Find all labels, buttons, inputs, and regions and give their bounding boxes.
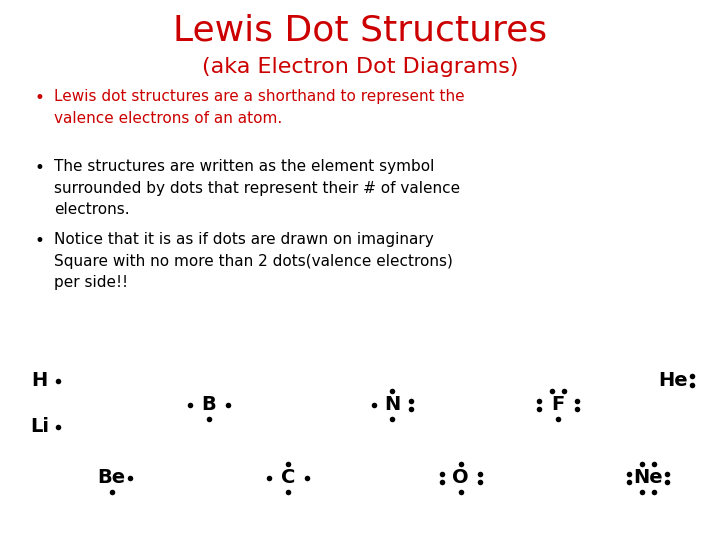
Text: Li: Li <box>30 417 49 436</box>
Text: F: F <box>552 395 564 415</box>
Text: Lewis dot structures are a shorthand to represent the
valence electrons of an at: Lewis dot structures are a shorthand to … <box>54 89 464 126</box>
Text: (aka Electron Dot Diagrams): (aka Electron Dot Diagrams) <box>202 57 518 77</box>
Text: Be: Be <box>97 468 126 488</box>
Text: •: • <box>35 232 45 250</box>
Text: H: H <box>32 371 48 390</box>
Text: Ne: Ne <box>633 468 663 488</box>
Text: O: O <box>452 468 469 488</box>
Text: Notice that it is as if dots are drawn on imaginary
Square with no more than 2 d: Notice that it is as if dots are drawn o… <box>54 232 453 291</box>
Text: N: N <box>384 395 400 415</box>
Text: B: B <box>202 395 216 415</box>
Text: He: He <box>658 371 688 390</box>
Text: Lewis Dot Structures: Lewis Dot Structures <box>173 14 547 48</box>
Text: C: C <box>281 468 295 488</box>
Text: The structures are written as the element symbol
surrounded by dots that represe: The structures are written as the elemen… <box>54 159 460 218</box>
Text: •: • <box>35 89 45 107</box>
Text: •: • <box>35 159 45 177</box>
